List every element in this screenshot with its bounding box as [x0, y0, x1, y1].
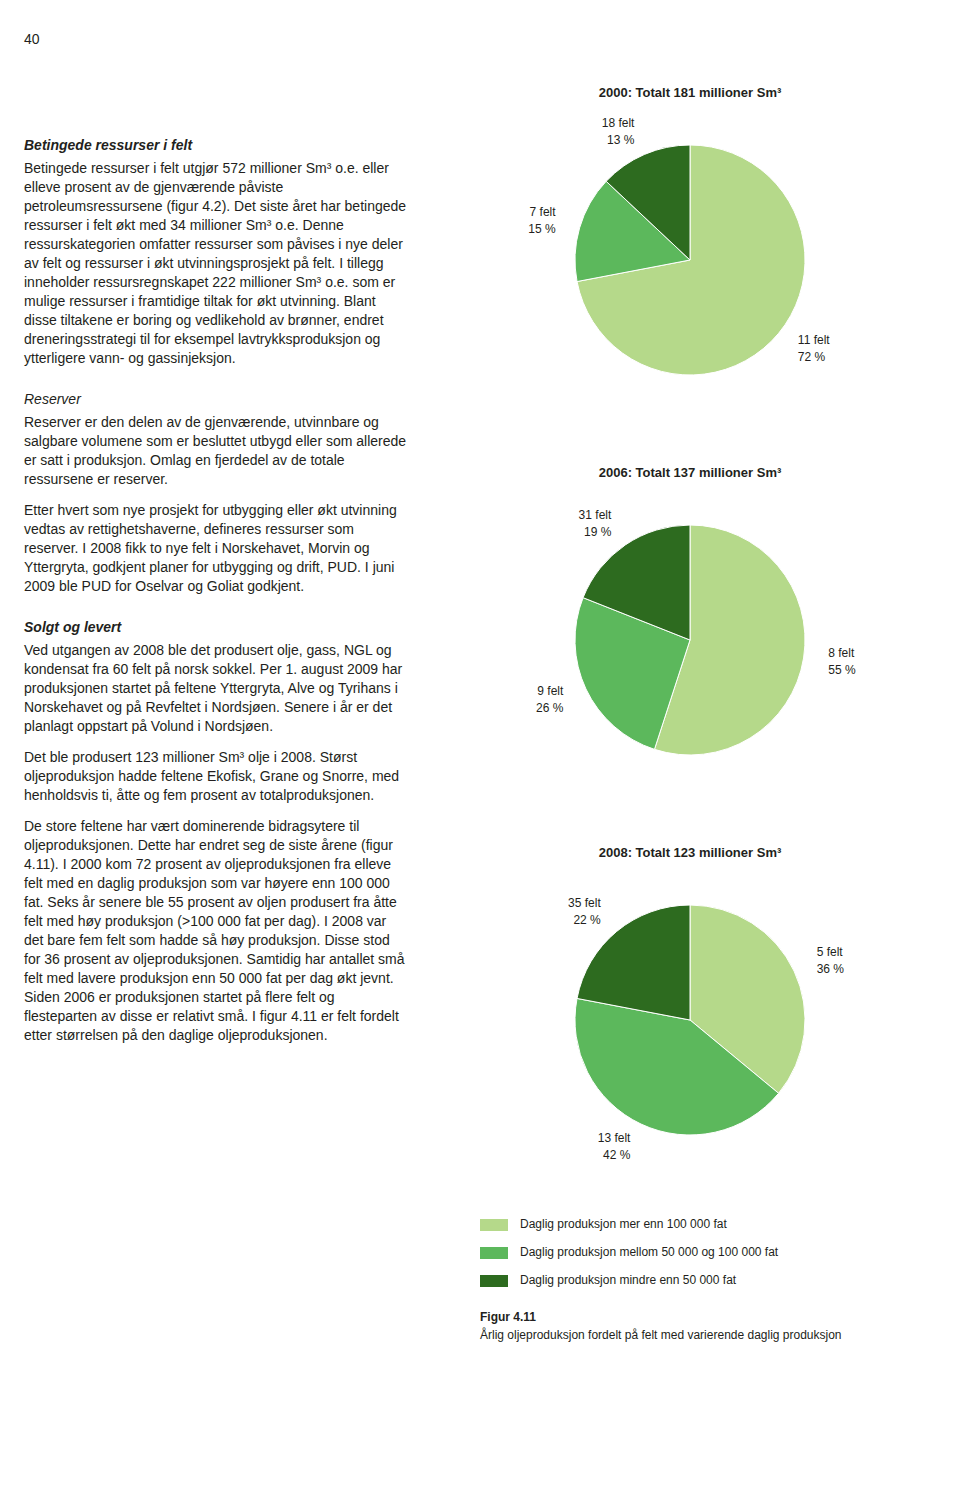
text-line: Betingede ressurser i felt utgjør 572 mi…	[24, 160, 393, 176]
text-line: produksjonen startet på feltene Yttergry…	[24, 680, 402, 696]
text-line: petroleumsressursene (figur 4.2). Det si…	[24, 198, 410, 214]
text-line: 2009 ble PUD for Oselvar og Goliat godkj…	[24, 578, 304, 594]
data-label: 19 %	[584, 525, 612, 539]
data-label: 42 %	[603, 1148, 631, 1162]
legend-swatch	[480, 1275, 508, 1287]
text-line: er satt i produksjon. Omlag en fjerdedel…	[24, 452, 349, 468]
legend-swatch	[480, 1219, 508, 1231]
text-line: De store feltene har vært dominerende bi…	[24, 818, 363, 834]
page: 40Betingede ressurser i feltBetingede re…	[0, 0, 960, 1495]
legend-entry: Daglig produksjon mindre enn 50 000 fat	[520, 1273, 737, 1287]
chart-title: 2008: Totalt 123 millioner Sm³	[599, 845, 782, 860]
text-line: det bare fem felt som hadde så høy produ…	[24, 932, 394, 948]
paragraph: Det ble produsert 123 millioner Sm³ olje…	[24, 749, 403, 803]
slice-labels: 8 felt 55 % 9 felt 26 % 31 felt 19 %	[536, 508, 856, 714]
text-line: Norskehavet og på Revfeltet i Nordsjøen.…	[24, 699, 396, 715]
slice-labels: 5 felt 36 % 13 felt 42 % 35 felt 22 %	[568, 896, 844, 1162]
text-line: kondensat fra 60 felt på norsk sokkel. P…	[24, 661, 406, 677]
paragraph: Betingede ressurser i felt utgjør 572 mi…	[24, 160, 410, 366]
slice-category: 11 felt	[798, 333, 830, 347]
text-line: Ved utgangen av 2008 ble det produsert o…	[24, 642, 396, 658]
text-line: Betingede ressurser i felt	[24, 137, 193, 153]
text-line: Solgt og levert	[24, 619, 123, 635]
slice-category: 9 felt	[537, 684, 564, 698]
body-text: Betingede ressurser i felt Betingede ress…	[24, 137, 410, 1043]
pie-chart: 2008: Totalt 123 millioner Sm³ 5 felt 36 %…	[568, 845, 844, 1162]
text-line: av felt og ressurser i økt utvinningspro…	[24, 255, 387, 271]
slices	[575, 525, 805, 755]
legend-entry: Daglig produksjon mer enn 100 000 fat	[520, 1217, 727, 1231]
text-line: 4.11). I 2000 kom 72 prosent av oljeprod…	[24, 856, 395, 872]
pie-slice	[606, 145, 690, 260]
text-line: felt med en daglig produksjon som var hø…	[24, 875, 394, 891]
slice-category: 5 felt	[817, 945, 844, 959]
text-line: Reserver er den delen av de gjenværende,…	[24, 414, 383, 430]
caption: Figur 4.11 Årlig oljeproduksjon fordelt p…	[480, 1310, 842, 1342]
legend-swatch	[480, 1247, 508, 1259]
text-line: for 36 prosent av oljeproduksjonen. Samt…	[24, 951, 408, 967]
legend: Daglig produksjon mer enn 100 000 fat Dag…	[480, 1217, 779, 1287]
section-heading: Solgt og levert	[24, 619, 123, 635]
pie-chart: 2006: Totalt 137 millioner Sm³ 8 felt 55 %…	[536, 465, 856, 755]
text-line: etter størrelsen på den daglige oljeprod…	[24, 1027, 328, 1043]
pie-chart: 2000: Totalt 181 millioner Sm³ 11 felt 72 …	[528, 85, 830, 375]
data-label: 26 %	[536, 701, 564, 715]
slice-category: 13 felt	[598, 1131, 631, 1145]
slice-labels: 11 felt 72 % 7 felt 15 % 18 felt 13 %	[528, 116, 830, 365]
text-line: mulige ressurser i framtidige tiltak for…	[24, 293, 380, 309]
legend-entry: Daglig produksjon mellom 50 000 og 100 0…	[520, 1245, 779, 1259]
data-label: 36 %	[817, 962, 845, 976]
data-label: 72 %	[798, 350, 826, 364]
text-line: Årlig oljeproduksjon fordelt på felt med…	[480, 1327, 842, 1342]
slice-category: 8 felt	[828, 646, 855, 660]
text-line: felt med høy produksjon (>100 000 fat pe…	[24, 913, 390, 929]
text-line: disse tiltakene er boring og vedlikehold…	[24, 312, 387, 328]
paragraph: Etter hvert som nye prosjekt for utbyggi…	[24, 502, 401, 594]
slices	[575, 145, 805, 375]
text-line: planlagt oppstart på Volund i Nordsjøen.	[24, 718, 273, 734]
paragraph: De store feltene har vært dominerende bi…	[24, 818, 408, 1043]
text-line: ressurskategorien omfatter ressurser som…	[24, 236, 407, 252]
text-line: Yttergryta, godkjent planer for utbyggin…	[24, 559, 398, 575]
text-line: ytterligere vann- og gassinjeksjon.	[24, 350, 236, 366]
text-line: dreneringsstrategi til for eksempel lavt…	[24, 331, 384, 347]
text-line: ressursene er reserver.	[24, 471, 168, 487]
text-line: elleve prosent av de gjenværende påviste	[24, 179, 287, 195]
text-line: Siden 2006 er produksjonen startet på fl…	[24, 989, 338, 1005]
data-label: 22 %	[573, 913, 601, 927]
text-line: oljeproduksjonen. Dette har endret seg d…	[24, 837, 397, 853]
text-line: reserver. I 2008 fikk to nye felt i Nors…	[24, 540, 373, 556]
slices	[575, 905, 805, 1135]
text-line: ressurser i felt økt med 34 millioner Sm…	[24, 217, 348, 233]
section-heading: Reserver	[24, 391, 82, 407]
chart-title: 2000: Totalt 181 millioner Sm³	[599, 85, 782, 100]
text-line: oljeproduksjon hadde feltene Ekofisk, Gr…	[24, 768, 403, 784]
text-line: Det ble produsert 123 millioner Sm³ olje…	[24, 749, 361, 765]
page-number: 40	[24, 31, 40, 47]
text-line: fat. Seks år senere ble 55 prosent av ol…	[24, 894, 401, 910]
slice-category: 35 felt	[568, 896, 601, 910]
slice-category: 7 felt	[530, 205, 557, 219]
slice-category: 18 felt	[602, 116, 635, 130]
pie-slice	[575, 998, 779, 1135]
chart-title: 2006: Totalt 137 millioner Sm³	[599, 465, 782, 480]
paragraph: Ved utgangen av 2008 ble det produsert o…	[24, 642, 406, 734]
caption-text: Årlig oljeproduksjon fordelt på felt med…	[480, 1327, 842, 1342]
data-label: 13 %	[607, 133, 635, 147]
text-line: Etter hvert som nye prosjekt for utbyggi…	[24, 502, 401, 518]
text-line: felt med lavere produksjon enn 50 000 fa…	[24, 970, 398, 986]
pie-slice	[583, 525, 690, 640]
text-line: Reserver	[24, 391, 82, 407]
text-line: inneholder ressursregnskapet 222 million…	[24, 274, 399, 290]
text-line: salgbare volumene som er besluttet utbyg…	[24, 433, 410, 449]
paragraph: Reserver er den delen av de gjenværende,…	[24, 414, 410, 487]
data-label: 55 %	[828, 663, 856, 677]
data-label: 15 %	[528, 222, 556, 236]
caption-label: Figur 4.11	[480, 1310, 536, 1324]
slice-category: 31 felt	[579, 508, 612, 522]
text-line: vedtas av rettighetshaverne, defineres r…	[24, 521, 358, 537]
text-line: flesteparten av disse er relativt små. I…	[24, 1008, 403, 1024]
section-heading: Betingede ressurser i felt	[24, 137, 193, 153]
text-line: henholdsvis ti, åtte og fem prosent av t…	[24, 787, 374, 803]
